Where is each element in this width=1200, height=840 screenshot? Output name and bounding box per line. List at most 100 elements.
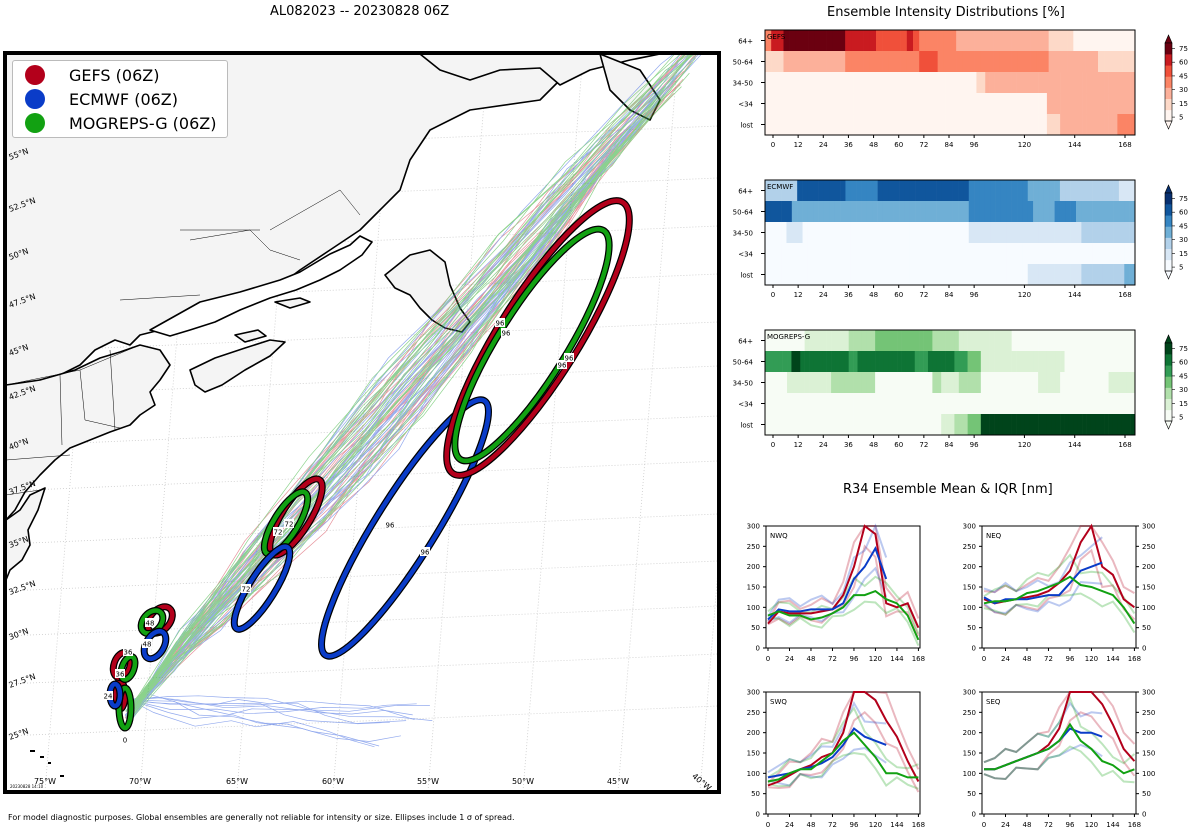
heatmap-cell (919, 93, 924, 115)
heatmap-cell (777, 51, 784, 73)
heatmap-cell (888, 30, 895, 52)
heatmap-cell (765, 180, 771, 202)
ellipse-hour-label: 96 (386, 522, 395, 530)
heatmap-cell (791, 222, 798, 244)
heatmap-cell (910, 393, 916, 415)
heatmap-cell (963, 264, 970, 286)
heatmap-cell (813, 114, 819, 136)
heatmap-cell (1020, 72, 1026, 94)
heatmap-cell (857, 30, 864, 52)
heatmap-cell (840, 201, 846, 223)
heatmap-cell (947, 243, 953, 265)
lat-gridline (6, 177, 718, 209)
heatmap-cell (813, 180, 819, 202)
heatmap-cell (919, 51, 926, 73)
heatmap-cell (804, 330, 810, 352)
heatmap-cell (778, 351, 783, 373)
heatmap-cell (1033, 351, 1039, 373)
r34-mean-line (984, 722, 1135, 775)
heatmap-x-label: 72 (919, 291, 928, 299)
heatmap-cell (870, 114, 876, 136)
heatmap-cell (856, 264, 862, 286)
heatmap-cell (899, 243, 905, 265)
heatmap-cell (985, 372, 990, 394)
heatmap-cell (984, 243, 991, 265)
heatmap-cell (1060, 93, 1065, 115)
heatmap-cell (899, 180, 905, 202)
lon-gridline (699, 564, 718, 791)
heatmap-cell (925, 51, 932, 73)
lon-gridline (139, 54, 201, 791)
heatmap-cell (1048, 51, 1056, 73)
heatmap-cell (1042, 114, 1048, 136)
heatmap-cell (893, 264, 900, 286)
heatmap-cell (795, 393, 801, 415)
heatmap-cell (945, 414, 951, 436)
heatmap-cell (1029, 414, 1034, 436)
heatmap-cell (1017, 222, 1023, 244)
heatmap-cell (832, 30, 840, 52)
heatmap-cell (954, 93, 960, 115)
heatmap-cell (919, 372, 924, 394)
heatmap-cell (861, 180, 868, 202)
heatmap-cell (834, 180, 841, 202)
heatmap-cell (835, 72, 841, 94)
heatmap-cell (850, 222, 857, 244)
heatmap-cell (1046, 351, 1052, 373)
heatmap-cell (814, 51, 821, 73)
heatmap-cell (1090, 114, 1096, 136)
heatmap-cell (773, 351, 779, 373)
ellipse-label-bg (495, 318, 505, 327)
heatmap-cell (1038, 264, 1045, 286)
heatmap-cell (1038, 180, 1045, 202)
heatmap-cell (1065, 201, 1071, 223)
heatmap-y-label: 34-50 (733, 80, 753, 88)
heatmap-cell (1051, 414, 1057, 436)
r34-x-label: 72 (828, 655, 837, 663)
heatmap-cell (826, 330, 832, 352)
heatmap-cell (787, 114, 792, 136)
heatmap-cell (818, 201, 825, 223)
heatmap-x-label: 0 (771, 141, 775, 149)
heatmap-cell (1112, 414, 1118, 436)
heatmap-cell (773, 330, 779, 352)
heatmap-cell (1108, 114, 1114, 136)
heatmap-cell (888, 414, 894, 436)
heatmap-cell (1081, 243, 1088, 265)
heatmap-cell (925, 243, 932, 265)
heatmap-cell (872, 201, 878, 223)
heatmap-cell (999, 30, 1006, 52)
ellipse-hour-label: 72 (242, 586, 251, 594)
heatmap-cell (1076, 243, 1082, 265)
heatmap-cell (1121, 414, 1127, 436)
heatmap-cell (1108, 93, 1114, 115)
heatmap-cell (958, 393, 964, 415)
heatmap-cell (1020, 414, 1026, 436)
heatmap-cell (839, 72, 845, 94)
heatmap-cell (831, 72, 836, 94)
heatmap-cell (831, 372, 836, 394)
r34-x-label: 24 (785, 655, 794, 663)
ensemble-track (129, 699, 401, 742)
heatmap-cell (1113, 264, 1120, 286)
heatmap-cell (937, 51, 945, 73)
heatmap-cell (1129, 201, 1136, 223)
heatmap-cell (923, 93, 929, 115)
r34-chart-seq: SEQ0050501001001501502002002502503003000… (963, 689, 1156, 830)
heatmap-cell (787, 372, 792, 394)
heatmap-cell (1038, 393, 1043, 415)
r34-y-label: 150 (1142, 750, 1155, 758)
heatmap-cell (1033, 93, 1039, 115)
heatmap-cell (1017, 180, 1023, 202)
ensemble-track (126, 93, 662, 717)
heatmap-cell (987, 30, 994, 52)
heatmap-cell (823, 180, 830, 202)
heatmap-cell (904, 180, 911, 202)
heatmap-x-label: 36 (844, 291, 853, 299)
heatmap-cell (1121, 93, 1127, 115)
heatmap-cell (1073, 72, 1079, 94)
heatmap-cell (945, 72, 951, 94)
heatmap-cell (968, 180, 975, 202)
heatmap-cell (791, 72, 797, 94)
heatmap-cell (1046, 114, 1052, 136)
